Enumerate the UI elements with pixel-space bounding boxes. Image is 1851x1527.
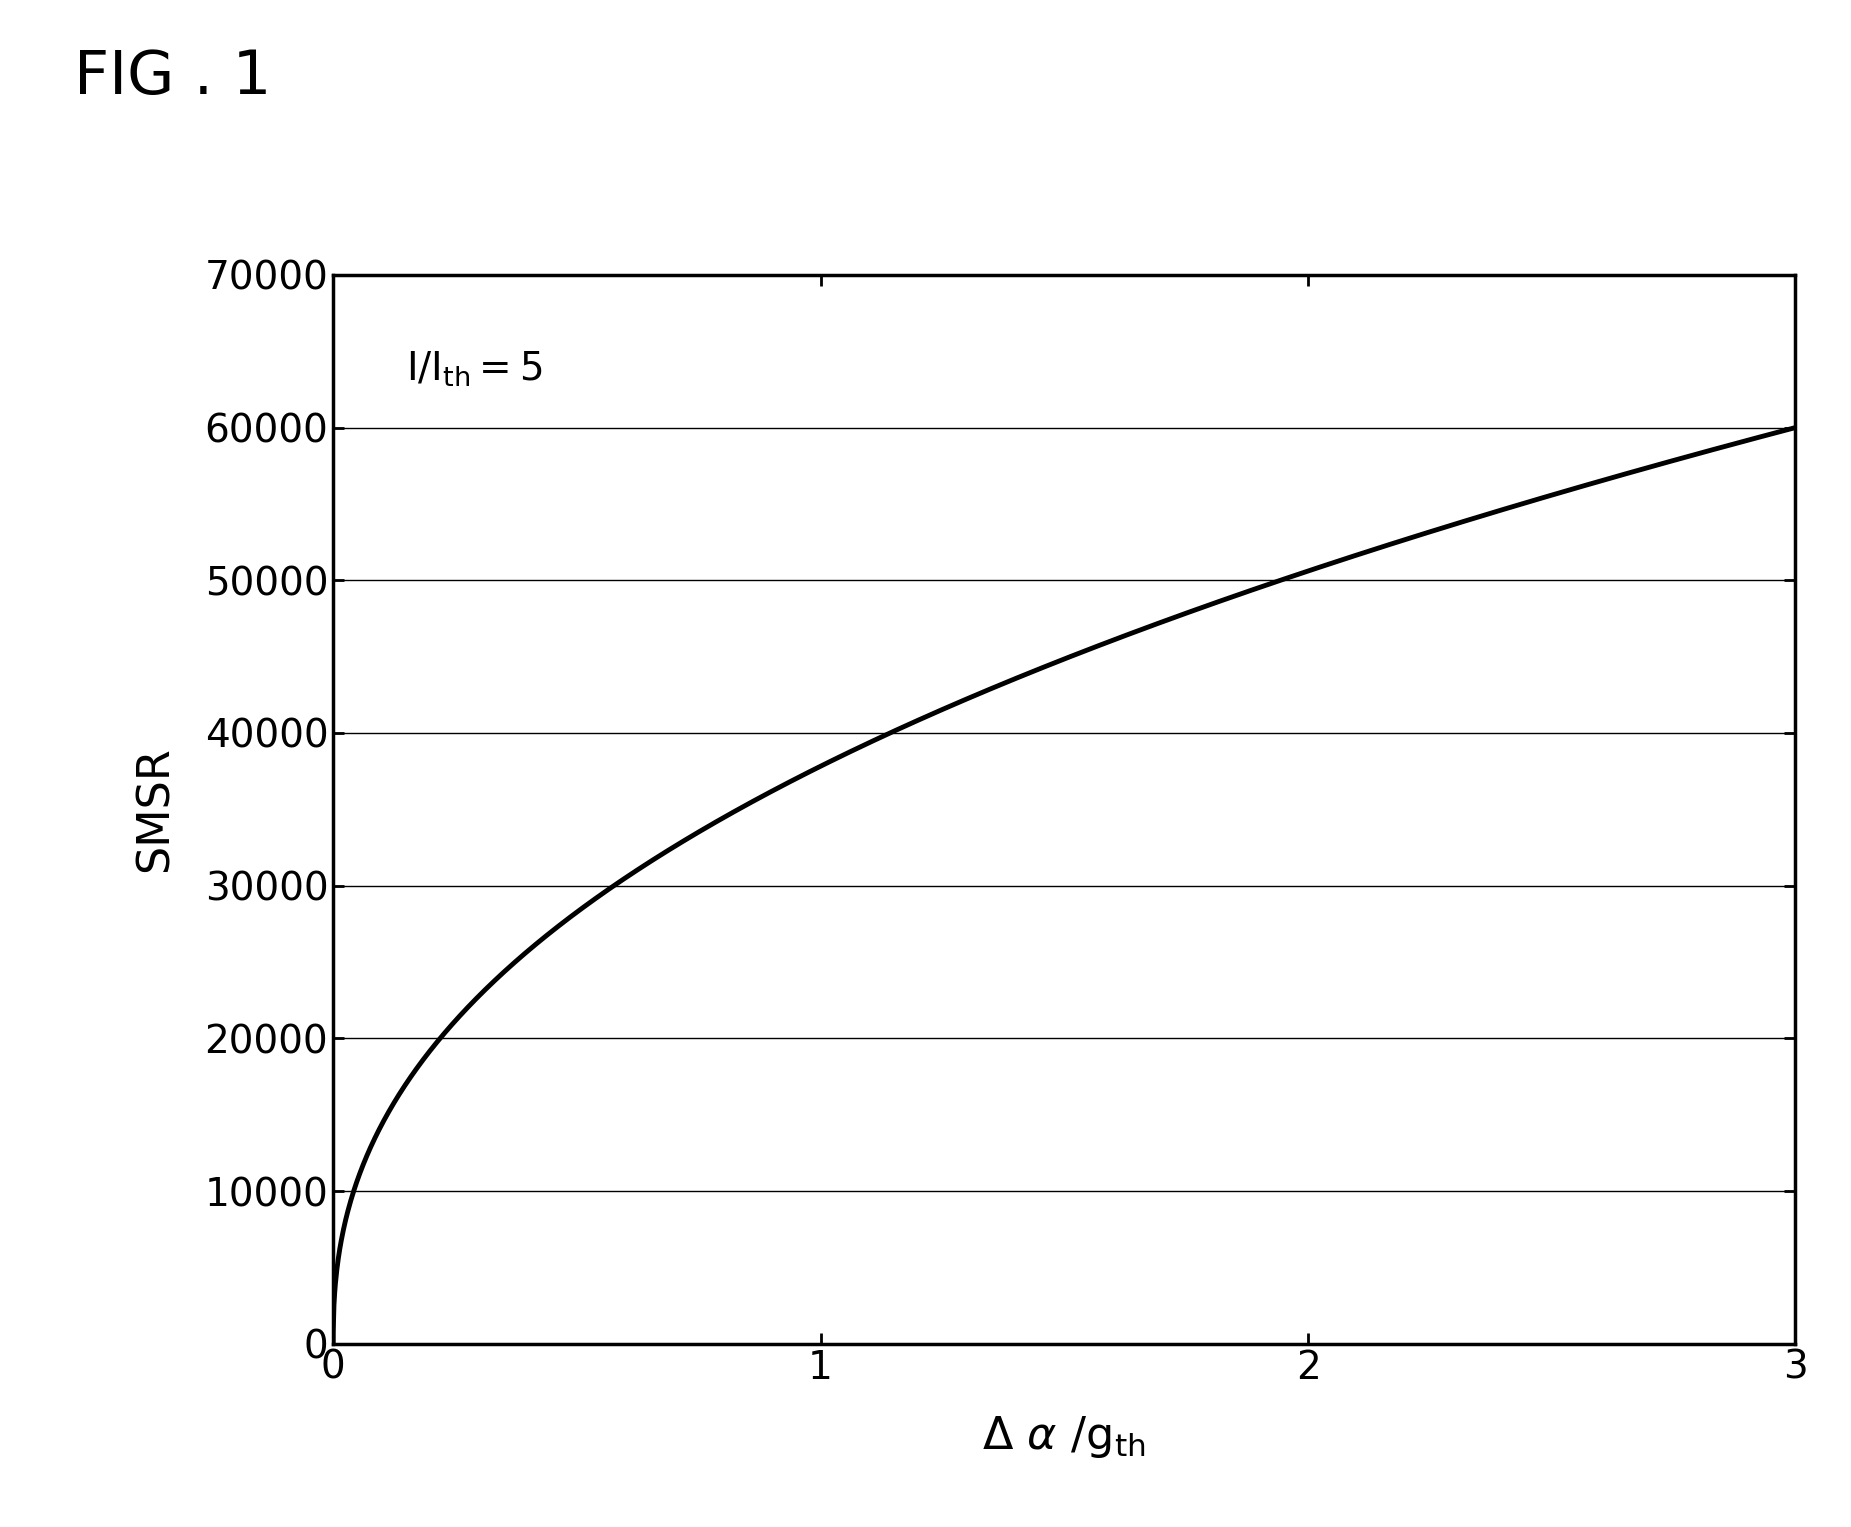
Text: FIG . 1: FIG . 1 [74,47,272,107]
Y-axis label: SMSR: SMSR [133,747,176,872]
X-axis label: $\Delta\ \alpha\ /\mathrm{g}_{\mathrm{th}}$: $\Delta\ \alpha\ /\mathrm{g}_{\mathrm{th… [983,1414,1146,1460]
Text: $\mathregular{I/I_{th}=5}$: $\mathregular{I/I_{th}=5}$ [405,350,542,389]
